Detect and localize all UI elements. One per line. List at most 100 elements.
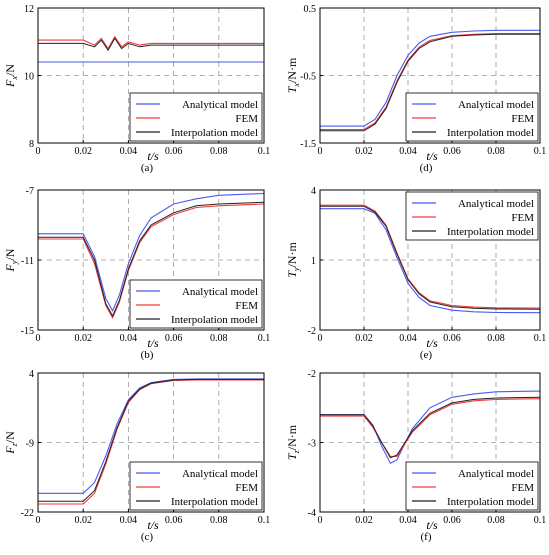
series-line-1: [320, 390, 541, 465]
legend-label-1: Analytical model: [182, 468, 258, 480]
y-axis-label: Tx/N·m: [285, 57, 301, 93]
y-tick-label: 10: [24, 72, 34, 83]
x-axis-label: t/s: [426, 149, 438, 163]
chart-panel-5: 0 0.02 0.04 0.06 0.08 0.1 -22 -9 4 Fz/N t/s(c) Anal…: [3, 369, 270, 543]
x-tick-label: 0.02: [74, 146, 92, 157]
x-axis-label: t/s: [426, 518, 438, 532]
x-tick-label: 0: [318, 333, 323, 344]
x-tick-label: 0.1: [534, 515, 547, 526]
x-tick-label: 0.08: [487, 515, 505, 526]
series-line-3: [320, 33, 540, 132]
x-tick-label: 0.08: [487, 146, 505, 157]
legend-label-1: Analytical model: [458, 198, 534, 210]
y-tick-label: -22: [21, 508, 34, 519]
legend: Analytical model FEM Interpolation model: [405, 191, 539, 241]
y-tick-label: 4: [311, 186, 316, 197]
x-tick-label: 0.1: [258, 333, 271, 344]
x-tick-label: 0.02: [355, 515, 373, 526]
x-tick-label: 0.1: [534, 146, 547, 157]
series-line-3: [320, 205, 541, 310]
legend-label-3: Interpolation model: [171, 314, 258, 326]
x-tick-label: 0.02: [355, 146, 373, 157]
y-tick-label: 0.5: [304, 4, 317, 15]
y-axis-label-group: Ty/N·m: [285, 242, 301, 278]
legend-box: [129, 92, 263, 142]
series-line-2: [38, 379, 264, 505]
panel-caption: (e): [420, 349, 433, 361]
y-tick-label: 12: [24, 4, 34, 15]
chart-panel-6: 0 0.02 0.04 0.06 0.08 0.1 -4 -3 -2 Tz/N·m t/s(f) An…: [285, 369, 546, 543]
legend-label-1: Analytical model: [182, 286, 258, 298]
y-tick-label: -9: [26, 439, 34, 450]
x-axis-label: t/s: [147, 518, 159, 532]
y-axis-label: Ty/N·m: [285, 242, 301, 278]
legend-label-3: Interpolation model: [447, 127, 534, 139]
panel-caption: (c): [141, 531, 154, 543]
x-tick-label: 0: [318, 146, 323, 157]
y-tick-label: 8: [29, 139, 34, 150]
y-axis-label-group: Fx/N: [3, 64, 19, 88]
x-tick-label: 0.04: [120, 146, 138, 157]
y-tick-label: -2: [308, 369, 316, 380]
x-tick-label: 0: [36, 146, 41, 157]
x-tick-label: 0.06: [165, 333, 183, 344]
y-tick-label: -11: [21, 256, 34, 267]
legend-label-1: Analytical model: [458, 468, 534, 480]
y-tick-label: -0.5: [300, 72, 316, 83]
series-line-3: [38, 201, 265, 318]
series-line-1: [38, 192, 265, 313]
y-axis-label-group: Tx/N·m: [285, 57, 301, 93]
series-line-3: [38, 378, 264, 502]
x-axis-label: t/s: [426, 336, 438, 350]
x-tick-label: 0.04: [399, 146, 417, 157]
legend-box: [129, 279, 263, 329]
x-tick-label: 0.02: [355, 333, 373, 344]
y-tick-label: -1.5: [300, 139, 316, 150]
y-axis-label: Fx/N: [3, 64, 19, 88]
y-tick-label: -4: [308, 508, 316, 519]
legend-label-1: Analytical model: [458, 99, 534, 111]
x-tick-label: 0.04: [399, 515, 417, 526]
series-line-2: [320, 204, 541, 309]
legend-label-3: Interpolation model: [171, 127, 258, 139]
y-axis-label-group: Fy/N: [3, 248, 19, 272]
legend-label-2: FEM: [235, 113, 258, 125]
x-tick-label: 0.08: [210, 515, 228, 526]
x-tick-label: 0.06: [443, 515, 461, 526]
legend-box: [405, 461, 539, 511]
x-tick-label: 0.1: [258, 146, 271, 157]
legend: Analytical model FEM Interpolation model: [405, 461, 539, 511]
x-tick-label: 0.04: [399, 333, 417, 344]
x-tick-label: 0.08: [487, 333, 505, 344]
y-axis-label-group: Fz/N: [3, 431, 19, 455]
legend: Analytical model FEM Interpolation model: [405, 92, 539, 142]
x-axis-label: t/s: [147, 336, 159, 350]
legend-label-2: FEM: [511, 482, 534, 494]
legend-label-3: Interpolation model: [447, 226, 534, 238]
y-axis-label: Fz/N: [3, 431, 19, 455]
legend: Analytical model FEM Interpolation model: [129, 461, 263, 511]
legend-label-3: Interpolation model: [447, 496, 534, 508]
x-tick-label: 0.04: [120, 515, 138, 526]
x-tick-label: 0.06: [165, 515, 183, 526]
chart-panel-3: 0 0.02 0.04 0.06 0.08 0.1 -15 -11 -7 Fy/N t/s(b) An…: [3, 186, 270, 361]
x-tick-label: 0: [36, 333, 41, 344]
legend-label-3: Interpolation model: [171, 496, 258, 508]
legend-box: [405, 92, 539, 142]
panel-caption: (d): [420, 162, 433, 174]
series-line-3: [320, 396, 541, 459]
legend-label-2: FEM: [511, 113, 534, 125]
y-tick-label: -2: [308, 326, 316, 337]
legend-box: [405, 191, 539, 241]
x-tick-label: 0.06: [443, 146, 461, 157]
series-line-1: [320, 208, 541, 314]
x-tick-label: 0.04: [120, 333, 138, 344]
y-tick-label: 4: [29, 369, 34, 380]
x-axis-label: t/s: [147, 149, 159, 163]
x-tick-label: 0.1: [534, 333, 547, 344]
chart-panel-1: 0 0.02 0.04 0.06 0.08 0.1 8 10 12 Fx/N t/s(a) Analy…: [3, 4, 270, 174]
y-axis-label: Fy/N: [3, 248, 19, 272]
panel-caption: (f): [421, 531, 432, 543]
x-tick-label: 0.02: [74, 333, 92, 344]
